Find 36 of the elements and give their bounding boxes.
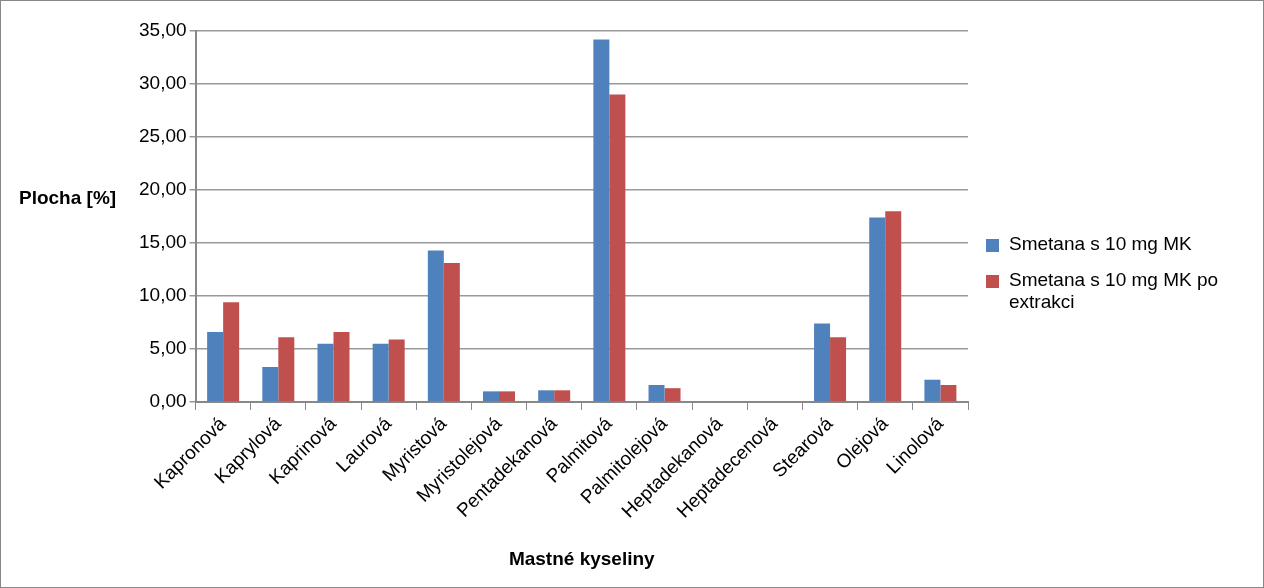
bar — [664, 388, 681, 402]
bar — [538, 390, 555, 402]
bar — [830, 337, 847, 402]
bar — [207, 332, 224, 402]
y-tick-label: 30,00 — [139, 72, 187, 94]
bar — [499, 391, 516, 402]
y-tick-label: 20,00 — [139, 178, 187, 200]
y-axis-title: Plocha [%] — [19, 187, 117, 209]
legend-label: Smetana s 10 mg MK — [1009, 233, 1192, 255]
bar — [278, 337, 295, 402]
bar — [483, 391, 500, 402]
x-axis-title: Mastné kyseliny — [508, 547, 656, 569]
y-tick-label: 0,00 — [149, 390, 187, 412]
bar — [924, 379, 941, 402]
y-tick-label: 5,00 — [149, 337, 187, 359]
bar — [648, 385, 665, 402]
bar — [885, 211, 902, 402]
bar — [554, 390, 571, 402]
bar — [940, 385, 957, 402]
bar — [223, 302, 240, 402]
bar — [814, 323, 831, 402]
bar — [593, 39, 610, 402]
bar — [262, 366, 279, 402]
y-tick-label: 10,00 — [139, 284, 187, 306]
y-tick-label: 25,00 — [139, 125, 187, 147]
legend-label: Smetana s 10 mg MK po extrakci — [1009, 269, 1220, 313]
bar — [869, 217, 886, 402]
bar — [333, 332, 350, 402]
y-tick-label: 15,00 — [139, 231, 187, 253]
bar — [317, 343, 334, 402]
bar — [443, 263, 460, 402]
bar — [372, 343, 389, 402]
bar — [388, 339, 405, 402]
y-tick-label: 35,00 — [139, 19, 187, 41]
bar — [609, 94, 626, 402]
bar — [427, 250, 444, 402]
